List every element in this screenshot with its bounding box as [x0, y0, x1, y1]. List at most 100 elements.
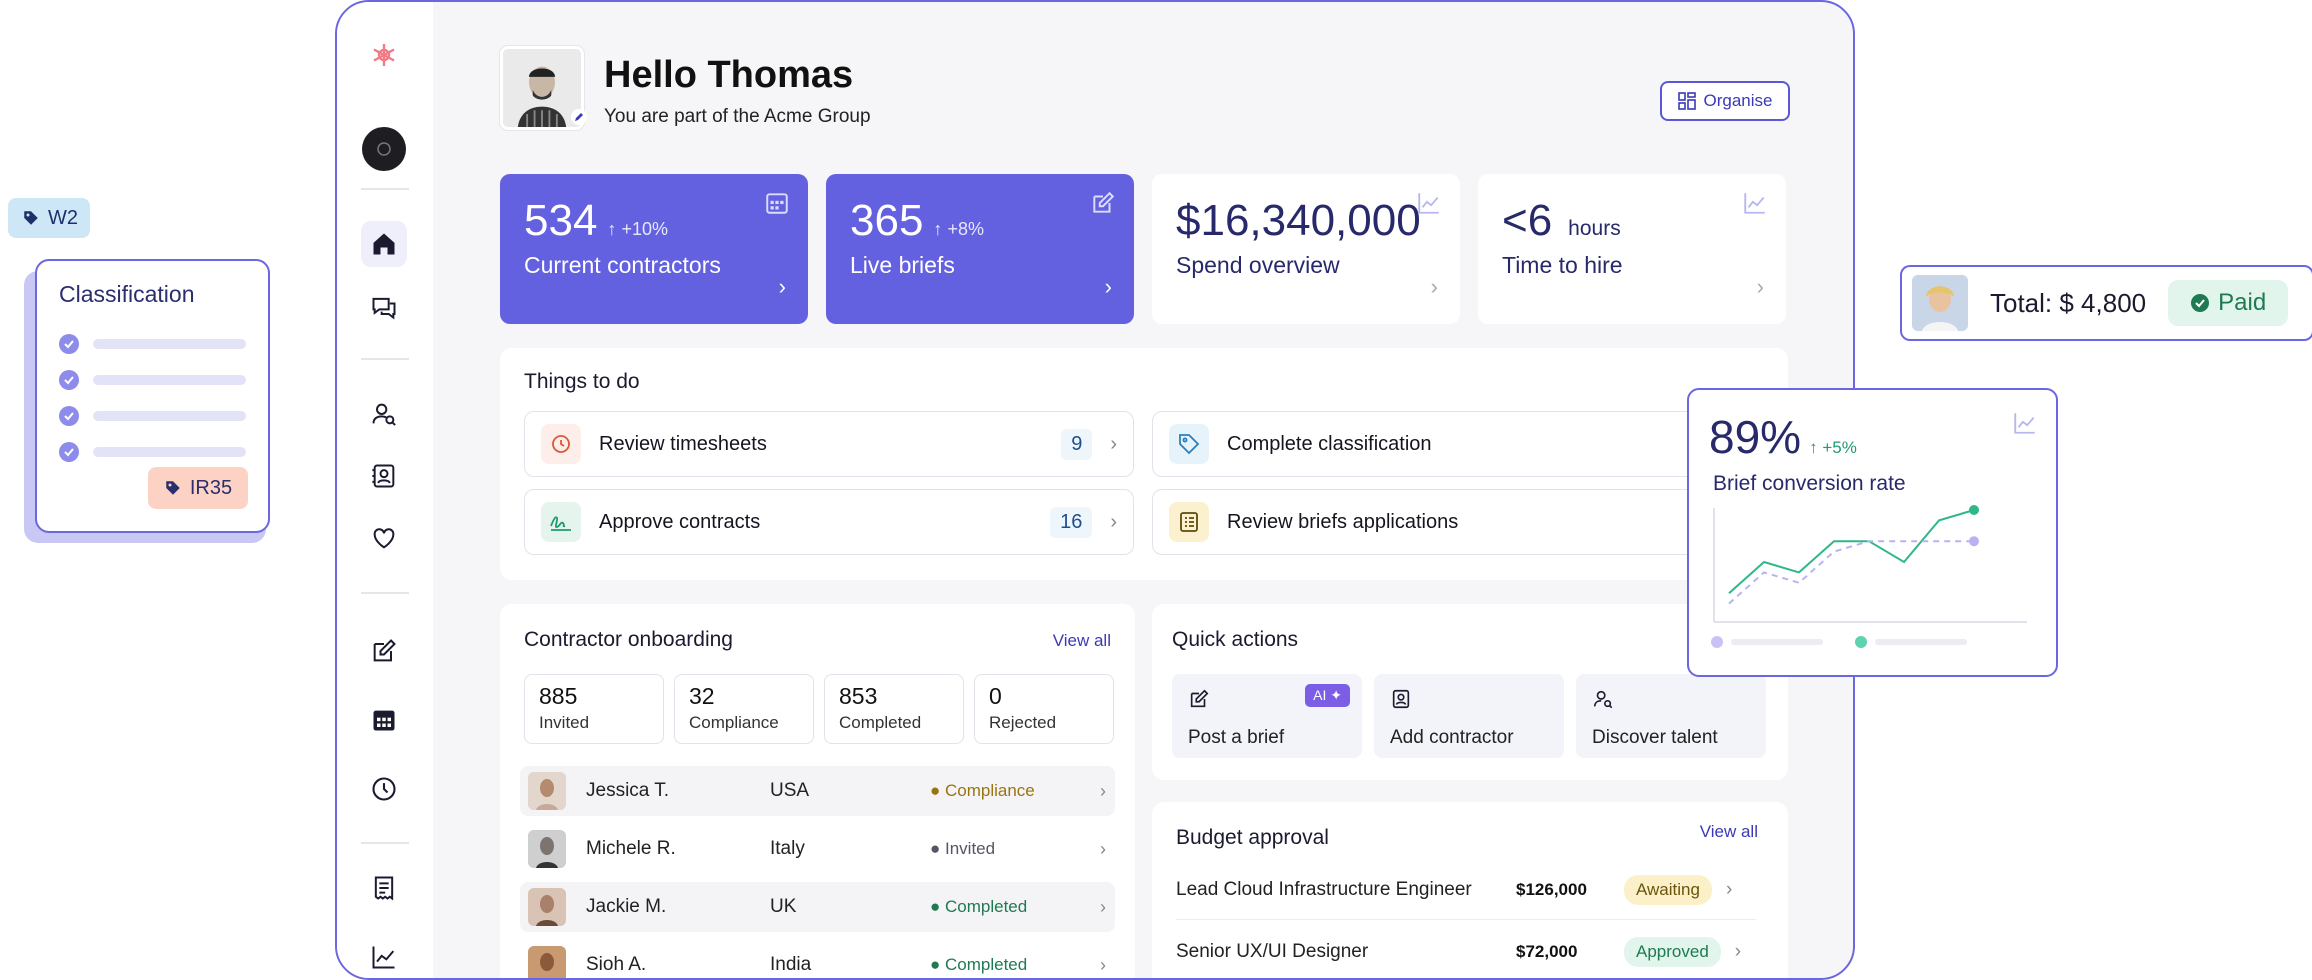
chevron-right-icon: ›	[1725, 878, 1733, 900]
onboarding-stat-rejected[interactable]: 0 Rejected	[974, 674, 1114, 744]
avatar	[528, 772, 566, 810]
table-row[interactable]: Jessica T. USA ● Compliance ›	[520, 766, 1115, 816]
clock-icon	[541, 424, 581, 464]
budget-row[interactable]: Senior UX/UI Designer $72,000 Approved ›	[1176, 922, 1756, 978]
check-icon	[59, 442, 79, 462]
tag-icon	[1169, 424, 1209, 464]
classification-row	[59, 326, 246, 362]
todo-approve-contracts[interactable]: Approve contracts 16 ›	[524, 489, 1134, 555]
workspace-avatar[interactable]	[361, 126, 407, 172]
onboarding-view-all-link[interactable]: View all	[1052, 631, 1111, 650]
todo-review-timesheets[interactable]: Review timesheets 9 ›	[524, 411, 1134, 477]
classification-card[interactable]: Classification IR35	[35, 259, 270, 533]
budget-view-all-link[interactable]: View all	[1699, 822, 1758, 841]
calendar-icon[interactable]	[361, 697, 407, 743]
placeholder-line	[93, 411, 246, 421]
todo-review-brief-applications[interactable]: Review briefs applications	[1152, 489, 1762, 555]
discover-talent-button[interactable]: Discover talent	[1576, 674, 1766, 758]
ir35-label: IR35	[189, 476, 233, 499]
classification-title: Classification	[59, 281, 195, 307]
check-icon	[59, 370, 79, 390]
things-to-do-title: Things to do	[524, 370, 640, 393]
clock-icon[interactable]	[361, 766, 407, 812]
onboarding-stat-invited[interactable]: 885 Invited	[524, 674, 664, 744]
todo-label: Approve contracts	[599, 510, 761, 533]
chart-icon	[2014, 413, 2035, 434]
contractor-onboarding-panel: Contractor onboarding View all 885 Invite…	[500, 604, 1135, 978]
stat-value: 365	[850, 196, 924, 245]
onboarding-stat-compliance[interactable]: 32 Compliance	[674, 674, 814, 744]
conversion-value: 89%	[1709, 411, 1802, 463]
w2-tag: W2	[8, 198, 90, 238]
series-endpoint	[1969, 505, 1979, 515]
legend-placeholder	[1875, 639, 1967, 645]
avatar	[528, 888, 566, 926]
user-search-icon[interactable]	[361, 391, 407, 437]
todo-label: Review briefs applications	[1227, 510, 1459, 533]
receipt-icon[interactable]	[361, 865, 407, 911]
page-subtitle: You are part of the Acme Group	[604, 106, 871, 127]
check-icon	[59, 334, 79, 354]
edit-icon	[1190, 689, 1209, 708]
organise-label: Organise	[1703, 91, 1773, 110]
grid-icon	[1677, 92, 1696, 110]
chart-icon[interactable]	[361, 934, 407, 978]
conversion-label: Brief conversion rate	[1713, 472, 1906, 495]
placeholder-line	[93, 339, 246, 349]
brand-logo-icon[interactable]	[361, 32, 407, 78]
onboarding-stats: 885 Invited 32 Compliance 853 Completed 0 Re…	[524, 674, 1114, 744]
todo-complete-classification[interactable]: Complete classification	[1152, 411, 1762, 477]
status-badge: Awaiting	[1624, 874, 1712, 905]
stat-card-briefs[interactable]: 365 ↑ +8% Live briefs ›	[826, 174, 1134, 324]
w2-label: W2	[48, 206, 78, 229]
contact-card-icon[interactable]	[361, 453, 407, 499]
classification-row	[59, 434, 246, 470]
contact-card-icon	[1392, 689, 1410, 709]
avatar	[528, 946, 566, 978]
chevron-right-icon: ›	[1110, 432, 1117, 455]
chart-icon	[1744, 193, 1765, 214]
edit-icon	[1093, 191, 1115, 213]
stat-card-contractors[interactable]: 534 ↑ +10% Current contractors ›	[500, 174, 808, 324]
sidebar	[337, 2, 433, 978]
payment-card[interactable]: Total: $ 4,800 Paid	[1900, 265, 2312, 341]
sidebar-divider	[361, 842, 409, 844]
app-frame: Hello Thomas You are part of the Acme Gr…	[335, 0, 1855, 980]
chat-icon[interactable]	[361, 284, 407, 330]
check-icon	[59, 406, 79, 426]
post-brief-button[interactable]: AI ✦ Post a brief	[1172, 674, 1362, 758]
quick-actions-panel: Quick actions AI ✦ Post a brief Add cont…	[1152, 604, 1788, 780]
conversion-delta: ↑ +5%	[1809, 438, 1857, 457]
status-badge: ● Completed	[930, 897, 1028, 916]
edit-icon[interactable]	[361, 628, 407, 674]
quick-actions-title: Quick actions	[1172, 628, 1299, 651]
conversion-rate-card[interactable]: 89% ↑ +5% Brief conversion rate	[1687, 388, 2058, 677]
onboarding-stat-completed[interactable]: 853 Completed	[824, 674, 964, 744]
series-endpoint	[1969, 536, 1979, 547]
table-row[interactable]: Sioh A. India ● Completed ›	[520, 940, 1115, 978]
todo-label: Complete classification	[1227, 432, 1432, 455]
heart-icon[interactable]	[361, 515, 407, 561]
budget-row[interactable]: Lead Cloud Infrastructure Engineer $126,…	[1176, 860, 1756, 920]
chevron-right-icon: ›	[1110, 510, 1117, 533]
chevron-right-icon: ›	[1100, 838, 1106, 859]
stat-card-time-to-hire[interactable]: <6 hours Time to hire ›	[1478, 174, 1786, 324]
add-contractor-button[interactable]: Add contractor	[1374, 674, 1564, 758]
stat-card-spend[interactable]: $16,340,000 Spend overview ›	[1152, 174, 1460, 324]
series-line	[1728, 540, 1974, 605]
stat-label: Time to hire	[1502, 252, 1623, 278]
organise-button[interactable]: Organise	[1660, 81, 1790, 121]
chevron-right-icon: ›	[1756, 274, 1764, 299]
edit-avatar-icon[interactable]	[571, 109, 587, 130]
todo-count: 9	[1061, 428, 1093, 460]
paid-status-badge: Paid	[2168, 280, 2289, 326]
table-row[interactable]: Michele R. Italy ● Invited ›	[520, 824, 1115, 874]
payment-total: Total: $ 4,800	[1990, 287, 2147, 318]
user-avatar[interactable]	[500, 46, 584, 130]
home-icon[interactable]	[361, 221, 407, 267]
todo-label: Review timesheets	[599, 432, 767, 455]
chevron-right-icon: ›	[1104, 274, 1112, 299]
table-row[interactable]: Jackie M. UK ● Completed ›	[520, 882, 1115, 932]
ir35-tag: IR35	[148, 467, 248, 509]
stat-label: Current contractors	[524, 252, 721, 278]
